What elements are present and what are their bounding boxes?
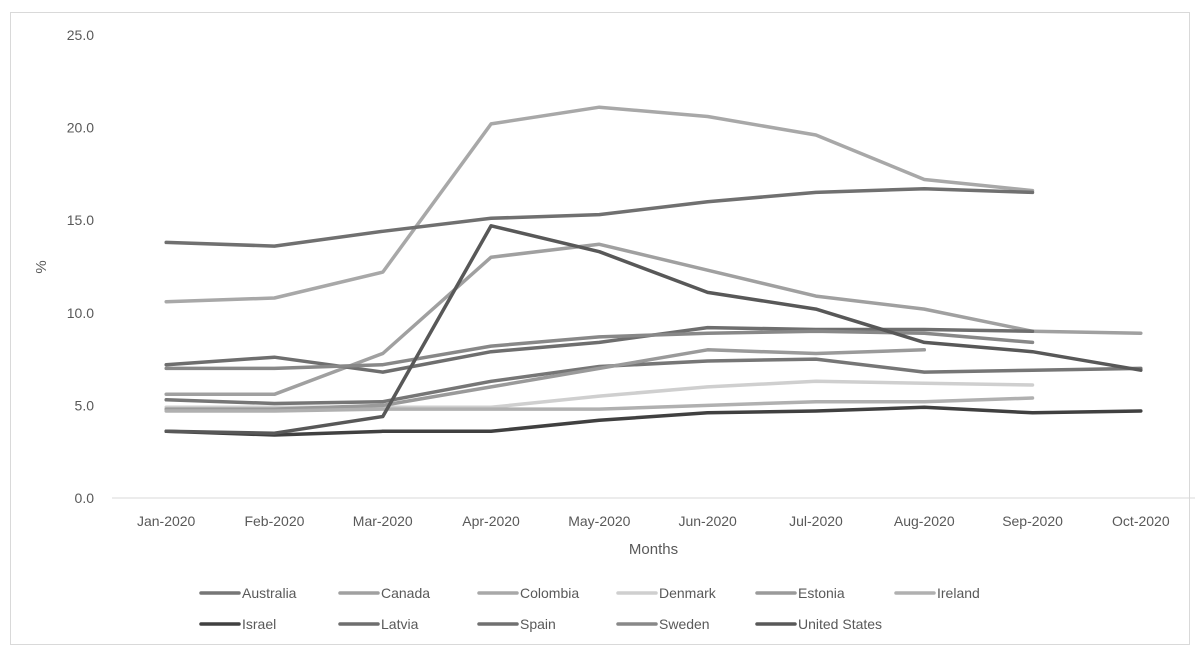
series-line-united-states: [164, 224, 1143, 435]
y-tick-label: 5.0: [75, 397, 95, 413]
legend: Australia Canada Colombia Denmark Estonia Ire…: [199, 585, 980, 632]
legend-label: Spain: [520, 616, 556, 632]
legend-label: Israel: [242, 616, 276, 632]
legend-label: Canada: [381, 585, 430, 601]
y-tick-label: 10.0: [67, 305, 94, 321]
y-tick-label: 25.0: [67, 27, 94, 43]
legend-label: Australia: [242, 585, 297, 601]
legend-label: Ireland: [937, 585, 980, 601]
legend-label: Sweden: [659, 616, 710, 632]
x-tick-label: Jan-2020: [137, 513, 196, 529]
chart-frame: [10, 12, 1190, 645]
x-tick-label: May-2020: [568, 513, 630, 529]
legend-label: Latvia: [381, 616, 419, 632]
legend-label: Estonia: [798, 585, 845, 601]
y-axis-title: %: [33, 260, 50, 273]
legend-label: Colombia: [520, 585, 579, 601]
x-tick-label: Feb-2020: [244, 513, 304, 529]
x-tick-label: Mar-2020: [353, 513, 413, 529]
x-tick-label: Oct-2020: [1112, 513, 1170, 529]
x-tick-label: Jun-2020: [678, 513, 737, 529]
series-line-colombia: [164, 105, 1035, 304]
y-tick-label: 15.0: [67, 212, 94, 228]
series-line-canada: [164, 242, 1143, 397]
y-tick-label: 20.0: [67, 120, 94, 136]
x-tick-label: Jul-2020: [789, 513, 843, 529]
series-line-estonia: [164, 348, 927, 411]
series-line-australia: [164, 357, 1143, 406]
y-tick-label: 0.0: [75, 490, 95, 506]
x-tick-label: Apr-2020: [462, 513, 520, 529]
series-line-ireland: [164, 396, 1035, 413]
x-tick-label: Sep-2020: [1002, 513, 1063, 529]
legend-label: United States: [798, 616, 882, 632]
x-axis-ticks: Jan-2020 Feb-2020 Mar-2020 Apr-2020 May-2020…: [137, 513, 1170, 529]
y-axis-ticks: 0.0 5.0 10.0 15.0 20.0 25.0: [67, 27, 94, 506]
x-tick-label: Aug-2020: [894, 513, 955, 529]
series-line-spain: [164, 186, 1035, 248]
legend-label: Denmark: [659, 585, 717, 601]
series-line-israel: [164, 405, 1143, 437]
series-lines: [164, 105, 1143, 437]
x-axis-title: Months: [629, 541, 678, 558]
